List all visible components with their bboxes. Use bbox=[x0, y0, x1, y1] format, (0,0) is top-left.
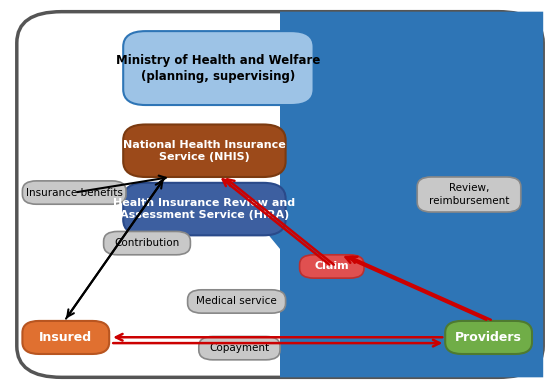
FancyBboxPatch shape bbox=[123, 124, 286, 177]
Text: Contribution: Contribution bbox=[114, 238, 180, 248]
Text: Medical service: Medical service bbox=[196, 296, 277, 307]
Text: Review,
reimbursement: Review, reimbursement bbox=[429, 183, 509, 206]
FancyBboxPatch shape bbox=[22, 321, 109, 354]
FancyBboxPatch shape bbox=[104, 231, 190, 255]
FancyBboxPatch shape bbox=[17, 12, 543, 377]
Polygon shape bbox=[258, 12, 543, 377]
FancyBboxPatch shape bbox=[188, 290, 286, 313]
Text: Insurance benefits: Insurance benefits bbox=[26, 187, 123, 198]
Text: Health Insurance Review and
Assessment Service (HIRA): Health Insurance Review and Assessment S… bbox=[113, 198, 296, 220]
FancyBboxPatch shape bbox=[199, 336, 280, 360]
Text: Ministry of Health and Welfare
(planning, supervising): Ministry of Health and Welfare (planning… bbox=[116, 54, 320, 82]
FancyBboxPatch shape bbox=[300, 255, 364, 278]
Text: Providers: Providers bbox=[455, 331, 522, 344]
Text: Copayment: Copayment bbox=[209, 343, 269, 353]
Text: Insured: Insured bbox=[39, 331, 92, 344]
FancyBboxPatch shape bbox=[445, 321, 532, 354]
FancyBboxPatch shape bbox=[123, 183, 286, 235]
FancyBboxPatch shape bbox=[22, 181, 126, 204]
FancyBboxPatch shape bbox=[123, 31, 314, 105]
Text: National Health Insurance
Service (NHIS): National Health Insurance Service (NHIS) bbox=[123, 140, 286, 162]
Text: Claim: Claim bbox=[315, 261, 349, 272]
FancyBboxPatch shape bbox=[417, 177, 521, 212]
